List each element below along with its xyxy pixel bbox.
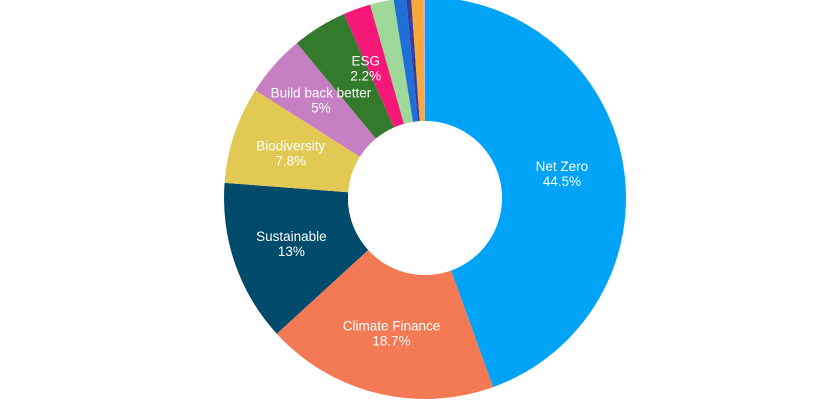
slice-build-back-better: [255, 43, 376, 157]
slice-unlabeled-8: [393, 0, 418, 122]
slice-unlabeled-5: [296, 14, 394, 139]
slices-group: [223, 0, 626, 399]
slice-unlabeled-7: [370, 0, 413, 124]
slice-unlabeled-9: [406, 0, 420, 122]
slice-net-zero: [425, 0, 626, 388]
slice-sustainable: [223, 182, 369, 334]
donut-hole: [348, 121, 502, 275]
slice-unlabeled-11: [423, 0, 425, 122]
slice-value-sustainable: 13%: [278, 244, 305, 259]
slice-value-build-back-better: 5%: [311, 100, 331, 115]
slice-value-biodiversity: 7.8%: [275, 153, 306, 168]
slice-label-biodiversity: Biodiversity: [256, 138, 325, 153]
slice-label-build-back-better: Build back better: [271, 85, 372, 100]
slice-climate-finance: [276, 250, 494, 399]
slice-biodiversity: [224, 90, 360, 193]
slice-value-climate-finance: 18.7%: [372, 334, 410, 349]
slice-label-net-zero: Net Zero: [536, 159, 589, 174]
slice-value-esg: 2.2%: [350, 69, 381, 84]
slice-label-esg: ESG: [351, 54, 380, 69]
slice-esg: [344, 4, 404, 128]
slice-label-sustainable: Sustainable: [256, 229, 327, 244]
slice-unlabeled-10: [411, 0, 425, 122]
slice-label-climate-finance: Climate Finance: [343, 319, 441, 334]
slice-value-net-zero: 44.5%: [543, 174, 581, 189]
